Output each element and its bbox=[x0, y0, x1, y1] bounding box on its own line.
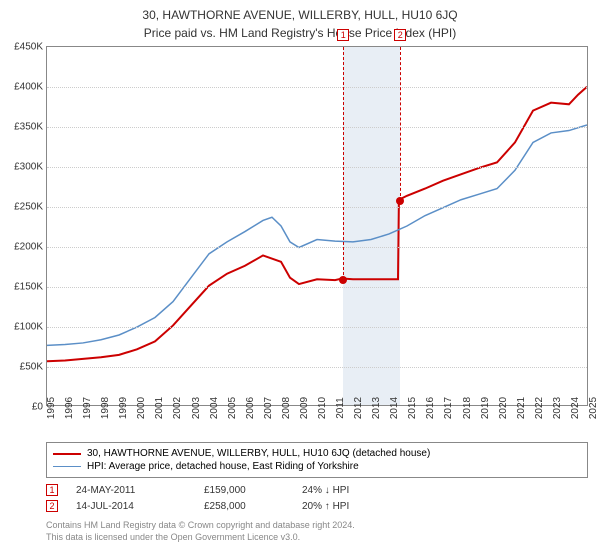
footer-line: This data is licensed under the Open Gov… bbox=[46, 532, 588, 544]
legend-item: 30, HAWTHORNE AVENUE, WILLERBY, HULL, HU… bbox=[53, 447, 581, 460]
xtick-label: 1998 bbox=[100, 397, 111, 419]
xtick-label: 2003 bbox=[191, 397, 202, 419]
sales-row: 2 14-JUL-2014 £258,000 20% ↑ HPI bbox=[46, 498, 588, 514]
sale-marker-box: 1 bbox=[337, 29, 349, 41]
gridline bbox=[47, 287, 587, 288]
xtick-label: 2005 bbox=[227, 397, 238, 419]
xtick-label: 2024 bbox=[570, 397, 581, 419]
sale-marker-line bbox=[343, 47, 344, 280]
sales-marker-box: 1 bbox=[46, 484, 58, 496]
chart-title: 30, HAWTHORNE AVENUE, WILLERBY, HULL, HU… bbox=[0, 0, 600, 22]
plot-area: £0£50K£100K£150K£200K£250K£300K£350K£400… bbox=[46, 46, 588, 406]
xtick-label: 2016 bbox=[425, 397, 436, 419]
xtick-label: 2009 bbox=[299, 397, 310, 419]
legend-item: HPI: Average price, detached house, East… bbox=[53, 460, 581, 473]
xtick-label: 2012 bbox=[353, 397, 364, 419]
sales-date: 14-JUL-2014 bbox=[76, 501, 186, 512]
xtick-label: 2002 bbox=[172, 397, 183, 419]
ytick-label: £200K bbox=[14, 242, 43, 253]
line-layer bbox=[47, 47, 587, 405]
xtick-label: 2014 bbox=[389, 397, 400, 419]
chart-subtitle: Price paid vs. HM Land Registry's House … bbox=[0, 22, 600, 46]
gridline bbox=[47, 87, 587, 88]
footer-line: Contains HM Land Registry data © Crown c… bbox=[46, 520, 588, 532]
sales-price: £159,000 bbox=[204, 485, 284, 496]
xtick-label: 2013 bbox=[371, 397, 382, 419]
sale-dot bbox=[339, 276, 347, 284]
xtick-label: 2019 bbox=[480, 397, 491, 419]
ytick-label: £350K bbox=[14, 122, 43, 133]
xtick-label: 2008 bbox=[281, 397, 292, 419]
gridline bbox=[47, 367, 587, 368]
ytick-label: £450K bbox=[14, 42, 43, 53]
xtick-label: 2021 bbox=[516, 397, 527, 419]
sales-date: 24-MAY-2011 bbox=[76, 485, 186, 496]
ytick-label: £0 bbox=[32, 402, 43, 413]
xtick-label: 1999 bbox=[118, 397, 129, 419]
ytick-label: £300K bbox=[14, 162, 43, 173]
chart-container: 30, HAWTHORNE AVENUE, WILLERBY, HULL, HU… bbox=[0, 0, 600, 560]
xtick-label: 2010 bbox=[317, 397, 328, 419]
xtick-label: 2018 bbox=[462, 397, 473, 419]
xtick-label: 1997 bbox=[82, 397, 93, 419]
gridline bbox=[47, 247, 587, 248]
legend-swatch bbox=[53, 466, 81, 467]
xtick-label: 2023 bbox=[552, 397, 563, 419]
sale-marker-line bbox=[400, 47, 401, 201]
sale-marker-box: 2 bbox=[394, 29, 406, 41]
xtick-label: 1995 bbox=[46, 397, 57, 419]
xtick-label: 2006 bbox=[245, 397, 256, 419]
legend-label: HPI: Average price, detached house, East… bbox=[87, 461, 359, 472]
sales-diff: 20% ↑ HPI bbox=[302, 501, 382, 512]
ytick-label: £50K bbox=[20, 362, 43, 373]
gridline bbox=[47, 327, 587, 328]
x-axis-ticks: 1995199619971998199920002001200220032004… bbox=[46, 406, 588, 436]
legend: 30, HAWTHORNE AVENUE, WILLERBY, HULL, HU… bbox=[46, 442, 588, 478]
gridline bbox=[47, 167, 587, 168]
xtick-label: 2017 bbox=[443, 397, 454, 419]
sales-diff: 24% ↓ HPI bbox=[302, 485, 382, 496]
xtick-label: 2001 bbox=[154, 397, 165, 419]
xtick-label: 2022 bbox=[534, 397, 545, 419]
xtick-label: 2020 bbox=[498, 397, 509, 419]
xtick-label: 2000 bbox=[136, 397, 147, 419]
sales-marker-box: 2 bbox=[46, 500, 58, 512]
gridline bbox=[47, 127, 587, 128]
xtick-label: 1996 bbox=[64, 397, 75, 419]
sale-dot bbox=[396, 197, 404, 205]
ytick-label: £150K bbox=[14, 282, 43, 293]
gridline bbox=[47, 207, 587, 208]
ytick-label: £100K bbox=[14, 322, 43, 333]
sales-row: 1 24-MAY-2011 £159,000 24% ↓ HPI bbox=[46, 482, 588, 498]
sales-table: 1 24-MAY-2011 £159,000 24% ↓ HPI 2 14-JUL-201… bbox=[46, 482, 588, 514]
sales-price: £258,000 bbox=[204, 501, 284, 512]
legend-label: 30, HAWTHORNE AVENUE, WILLERBY, HULL, HU… bbox=[87, 448, 430, 459]
ytick-label: £400K bbox=[14, 82, 43, 93]
attribution-footer: Contains HM Land Registry data © Crown c… bbox=[46, 520, 588, 543]
xtick-label: 2004 bbox=[209, 397, 220, 419]
legend-swatch bbox=[53, 453, 81, 455]
series-line-hpi bbox=[47, 125, 587, 345]
xtick-label: 2015 bbox=[407, 397, 418, 419]
xtick-label: 2007 bbox=[263, 397, 274, 419]
xtick-label: 2025 bbox=[588, 397, 599, 419]
xtick-label: 2011 bbox=[335, 397, 346, 419]
ytick-label: £250K bbox=[14, 202, 43, 213]
